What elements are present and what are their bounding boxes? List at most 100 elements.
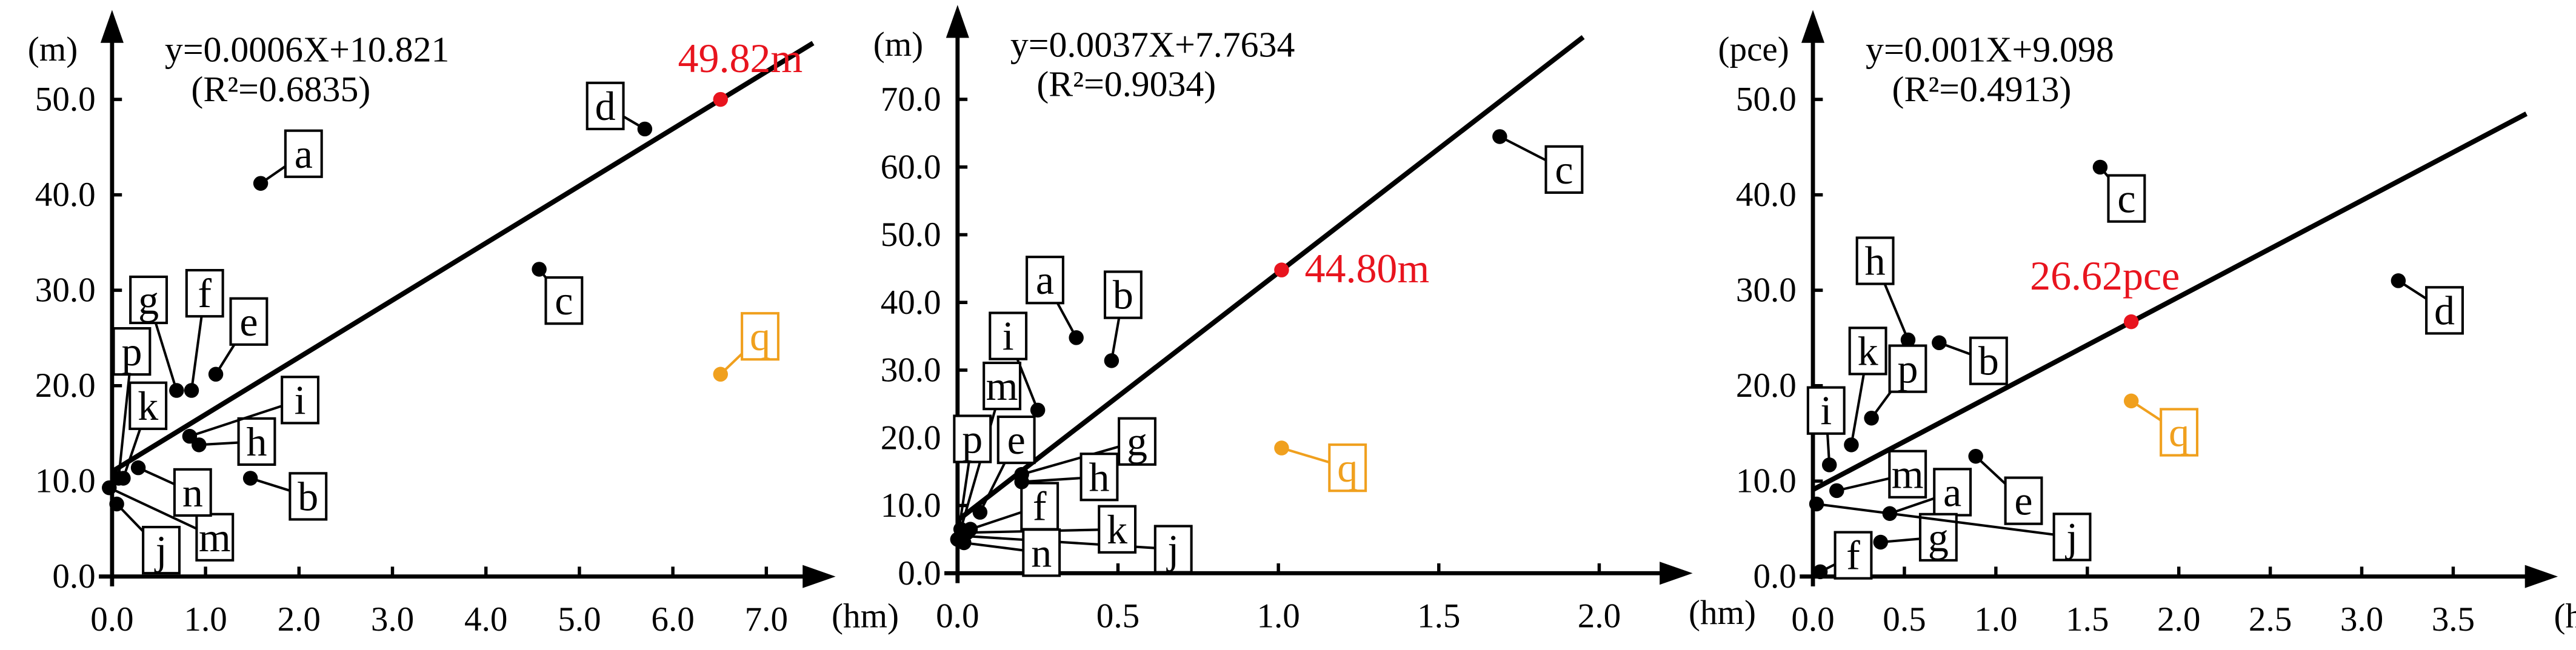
y-tick-label: 20.0	[881, 419, 941, 457]
label-box	[2160, 408, 2199, 457]
point-label: c	[2117, 176, 2135, 222]
point-label: k	[138, 383, 158, 429]
point-label: a	[1943, 469, 1961, 515]
y-tick-label: 20.0	[1736, 366, 1797, 405]
leader-line	[964, 534, 1173, 551]
x-tick-label: 0.0	[1791, 600, 1834, 638]
label-box	[173, 468, 212, 517]
data-point	[1069, 330, 1084, 345]
data-point	[1873, 534, 1888, 550]
x-tick-label: 3.0	[371, 600, 414, 638]
point-label: c	[1555, 147, 1573, 193]
point-label: i	[295, 377, 306, 423]
equation: y=0.001X+9.098	[1866, 30, 2114, 70]
label-box	[1806, 386, 1846, 435]
label-box	[2425, 286, 2464, 335]
point-label: e	[2014, 478, 2032, 524]
y-tick-label: 30.0	[881, 351, 941, 390]
x-axis-arrow	[1660, 562, 1693, 585]
r-squared: (R²=0.4913)	[1892, 69, 2072, 109]
label-box	[1079, 453, 1119, 502]
point-label: n	[182, 469, 203, 516]
point-label: g	[1127, 419, 1147, 465]
y-tick-label: 10.0	[1736, 462, 1797, 500]
annotated-point	[1274, 262, 1289, 277]
equation: y=0.0006X+10.821	[165, 30, 450, 70]
point-label: f	[198, 270, 212, 316]
data-point	[1829, 483, 1844, 499]
y-tick-label: 60.0	[881, 148, 941, 186]
x-unit: (hm)	[2554, 597, 2576, 635]
data-point	[637, 121, 653, 137]
y-tick-label: 30.0	[1736, 271, 1797, 310]
data-point	[169, 383, 184, 398]
point-label: p	[962, 416, 983, 462]
data-point	[102, 480, 117, 496]
x-tick-label: 2.0	[2157, 600, 2200, 638]
chart-panel: 0.0 0.5 1.0 1.5 2.0 0.0 10.0 20.0 30.0 40.0 50.0 60…	[873, 5, 1756, 635]
label-box	[1933, 468, 1972, 517]
label-box	[2107, 174, 2146, 223]
label-box	[289, 472, 328, 521]
fit-line	[956, 35, 1585, 523]
label-box	[229, 297, 269, 346]
label-box	[112, 327, 152, 376]
y-tick-label: 50.0	[35, 81, 96, 119]
label-box	[983, 361, 1022, 411]
data-point	[192, 437, 207, 453]
y-tick-label: 50.0	[881, 216, 941, 254]
data-point	[972, 505, 988, 520]
y-tick-label: 40.0	[35, 176, 96, 214]
x-tick-label: 2.5	[2249, 600, 2292, 638]
chart-panel: 0.0 1.0 2.0 3.0 4.0 5.0 6.0 7.0 0.0 10.0 20.0 30.0 4…	[28, 10, 899, 638]
point-label: b	[298, 473, 318, 519]
label-box	[1888, 344, 1927, 393]
label-box	[1969, 336, 2008, 385]
annotation: 26.62pce	[2030, 253, 2180, 299]
point-label: k	[1858, 328, 1878, 374]
label-box	[1153, 525, 1193, 574]
point-label: p	[1897, 346, 1918, 392]
data-point	[130, 460, 146, 476]
point-label: a	[1036, 257, 1054, 303]
data-point	[109, 496, 124, 512]
data-point	[1809, 496, 1824, 512]
label-box	[1103, 270, 1143, 319]
point-label: h	[1865, 238, 1886, 284]
data-point	[208, 366, 224, 382]
data-point	[1030, 402, 1046, 418]
point-label: a	[295, 131, 313, 177]
x-tick-label: 6.0	[651, 600, 694, 638]
point-label: p	[121, 328, 142, 374]
data-point	[2391, 273, 2406, 288]
label-box	[129, 275, 169, 325]
x-tick-label: 7.0	[745, 600, 788, 638]
point-label: f	[1033, 483, 1047, 529]
label-box	[996, 415, 1036, 465]
label-box	[1888, 449, 1927, 499]
label-box	[284, 129, 323, 178]
leader-line	[1816, 502, 2072, 539]
data-point	[184, 383, 199, 398]
y-tick-label: 30.0	[35, 271, 96, 310]
x-tick-label: 3.5	[2432, 600, 2475, 638]
point-label: e	[239, 299, 258, 345]
data-point	[713, 366, 729, 382]
point-label: d	[595, 83, 616, 129]
label-box	[953, 414, 992, 463]
label-box	[586, 81, 625, 130]
annotation: 44.80m	[1304, 245, 1429, 291]
y-tick-label: 0.0	[898, 554, 941, 592]
point-label: c	[555, 277, 573, 323]
label-box	[1328, 443, 1367, 492]
label-box	[1022, 528, 1061, 577]
point-label: i	[1003, 313, 1014, 359]
point-label: m	[199, 514, 231, 560]
x-tick-label: 1.5	[1417, 597, 1460, 635]
label-box	[741, 312, 779, 361]
point-label: b	[1113, 272, 1133, 318]
point-label: m	[986, 363, 1018, 409]
y-tick-label: 40.0	[881, 284, 941, 322]
label-box	[237, 417, 276, 466]
data-point	[1900, 332, 1916, 348]
